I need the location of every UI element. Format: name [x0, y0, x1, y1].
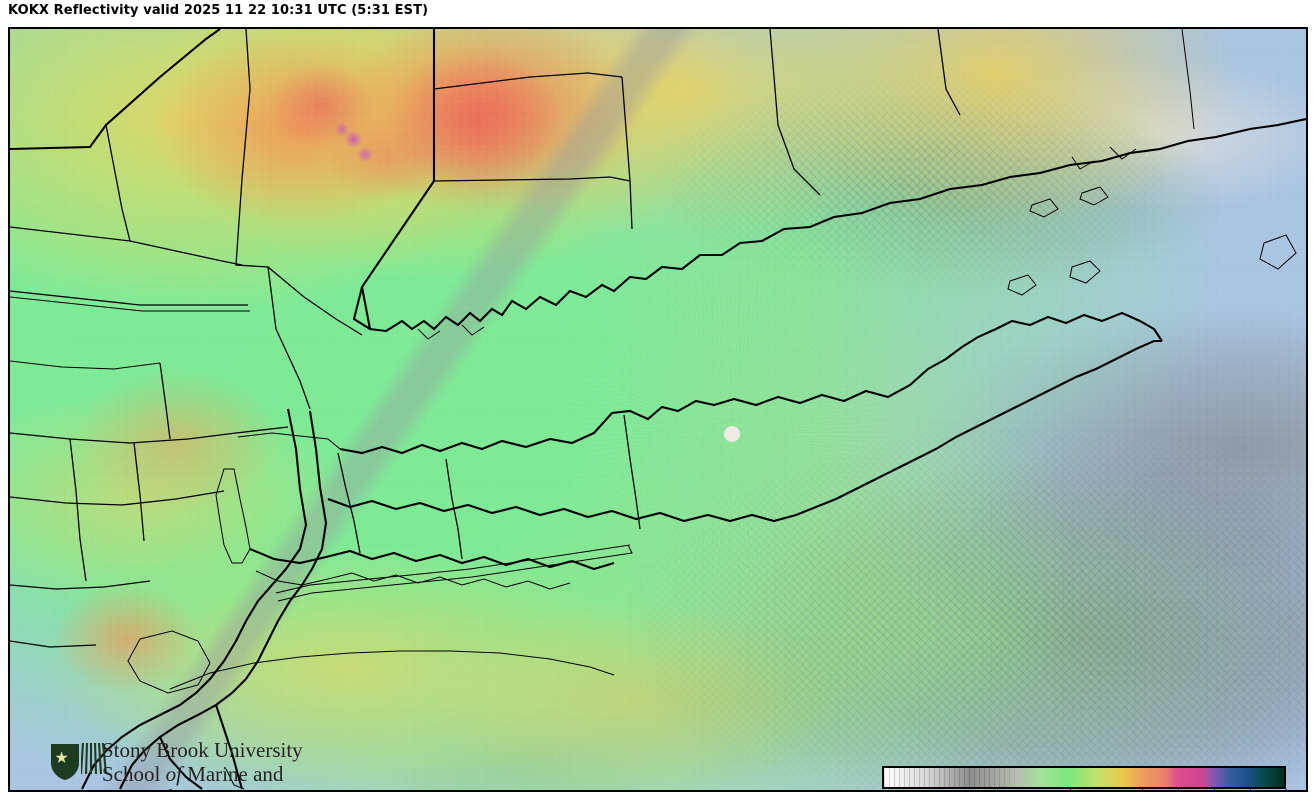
logo-line-1: Stony Brook University: [102, 738, 303, 762]
colorbar-tick: [1069, 789, 1071, 790]
shield-icon: [51, 744, 79, 780]
logo-line-2-em: of: [165, 761, 182, 786]
colorbar-tick: [1177, 789, 1179, 790]
logo-line-2: School of Marine and: [102, 761, 342, 787]
geography-overlay: [10, 29, 1306, 790]
radar-site-marker: [723, 425, 740, 442]
logo-text: Stony Brook University School of Marine …: [102, 738, 342, 790]
colorbar-gradient: [884, 768, 1284, 787]
logo-line-2-post: Marine and: [181, 761, 284, 786]
page-title: KOKX Reflectivity valid 2025 11 22 10:31…: [8, 3, 429, 18]
colorbar-tick: [997, 789, 999, 790]
logo-line-3: Atmospheric Sciences: [102, 785, 342, 790]
colorbar-frame: [882, 766, 1286, 789]
logo-rays-icon: [81, 743, 107, 775]
colorbar-gray-stripes: [884, 768, 1284, 787]
colorbar-tick: [1141, 789, 1143, 790]
radar-map[interactable]: 0204050607080 Stony Brook University: [8, 27, 1308, 792]
stony-brook-logo: Stony Brook University School of Marine …: [50, 738, 342, 790]
colorbar-legend: 0204050607080: [874, 758, 1290, 790]
colorbar-tick: [1213, 789, 1215, 790]
colorbar-tick: [1286, 789, 1287, 790]
colorbar-tick: [1249, 789, 1251, 790]
radar-map-canvas: [10, 29, 1306, 790]
logo-line-2-pre: School: [102, 761, 166, 786]
